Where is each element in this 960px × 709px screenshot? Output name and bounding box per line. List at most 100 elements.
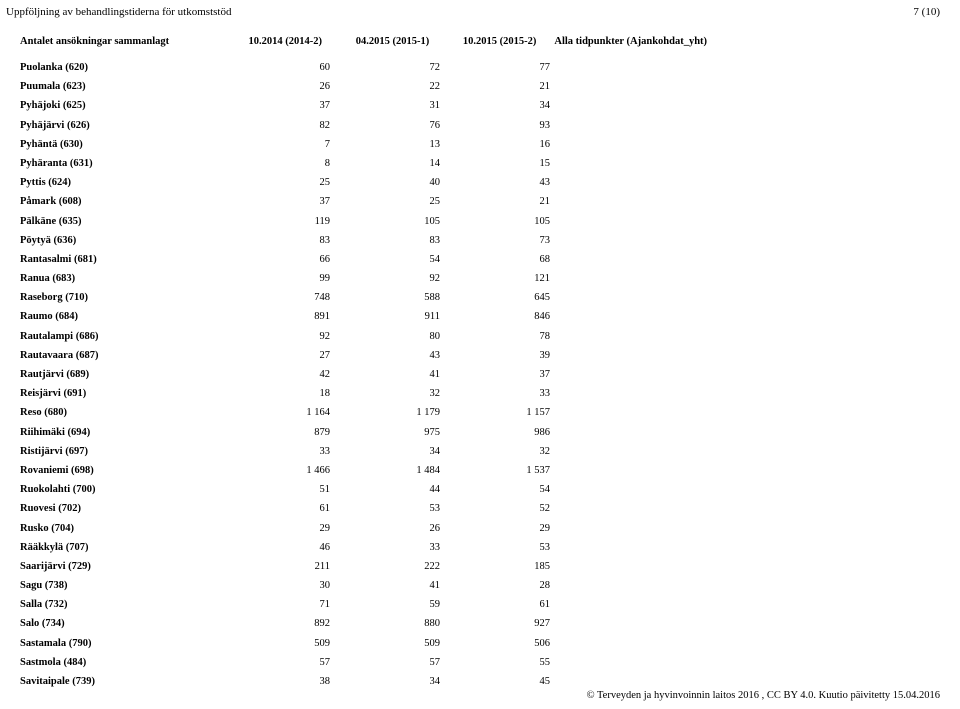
col-header-2: 04.2015 (2015-1): [322, 36, 429, 47]
table-row: Rautalampi (686)928078: [20, 331, 720, 350]
table-row: Rantasalmi (681)665468: [20, 254, 720, 273]
row-value-1: 38: [220, 676, 330, 687]
row-label: Rautavaara (687): [20, 350, 220, 361]
row-value-3: 21: [440, 81, 550, 92]
col-header-1: 10.2014 (2014-2): [215, 36, 322, 47]
row-value-3: 645: [440, 292, 550, 303]
row-value-3: 32: [440, 446, 550, 457]
row-value-3: 16: [440, 139, 550, 150]
page-number: 7 (10): [913, 6, 940, 18]
row-value-1: 27: [220, 350, 330, 361]
row-value-1: 25: [220, 177, 330, 188]
row-label: Ranua (683): [20, 273, 220, 284]
row-label: Pyhäjoki (625): [20, 100, 220, 111]
row-value-2: 59: [330, 599, 440, 610]
col-header-label: Antalet ansökningar sammanlagt: [20, 36, 215, 47]
row-value-2: 22: [330, 81, 440, 92]
row-value-2: 41: [330, 580, 440, 591]
row-value-3: 39: [440, 350, 550, 361]
row-value-1: 82: [220, 120, 330, 131]
col-header-extra: Alla tidpunkter (Ajankohdat_yht): [536, 36, 720, 47]
row-value-3: 68: [440, 254, 550, 265]
row-label: Rääkkylä (707): [20, 542, 220, 553]
row-label: Pöytyä (636): [20, 235, 220, 246]
row-value-1: 18: [220, 388, 330, 399]
row-value-1: 66: [220, 254, 330, 265]
row-value-3: 52: [440, 503, 550, 514]
table-row: Ristijärvi (697)333432: [20, 446, 720, 465]
row-value-2: 509: [330, 638, 440, 649]
table-header-row: Antalet ansökningar sammanlagt 10.2014 (…: [20, 36, 720, 62]
row-value-1: 8: [220, 158, 330, 169]
row-value-2: 57: [330, 657, 440, 668]
row-label: Rovaniemi (698): [20, 465, 220, 476]
table-row: Raumo (684)891911846: [20, 311, 720, 330]
row-label: Sagu (738): [20, 580, 220, 591]
row-value-1: 1 466: [220, 465, 330, 476]
row-label: Rantasalmi (681): [20, 254, 220, 265]
row-value-2: 72: [330, 62, 440, 73]
row-value-3: 61: [440, 599, 550, 610]
table-row: Rovaniemi (698)1 4661 4841 537: [20, 465, 720, 484]
row-label: Puolanka (620): [20, 62, 220, 73]
table-row: Pyhäntä (630)71316: [20, 139, 720, 158]
row-label: Pälkäne (635): [20, 216, 220, 227]
row-value-2: 54: [330, 254, 440, 265]
col-header-3: 10.2015 (2015-2): [429, 36, 536, 47]
table-row: Påmark (608)372521: [20, 196, 720, 215]
row-label: Sastmola (484): [20, 657, 220, 668]
row-value-1: 57: [220, 657, 330, 668]
row-value-2: 26: [330, 523, 440, 534]
row-value-2: 41: [330, 369, 440, 380]
row-value-3: 93: [440, 120, 550, 131]
row-label: Puumala (623): [20, 81, 220, 92]
table-row: Pälkäne (635)119105105: [20, 216, 720, 235]
row-label: Rautjärvi (689): [20, 369, 220, 380]
table-row: Puolanka (620)607277: [20, 62, 720, 81]
row-label: Salo (734): [20, 618, 220, 629]
row-value-3: 185: [440, 561, 550, 572]
row-value-2: 92: [330, 273, 440, 284]
row-label: Savitaipale (739): [20, 676, 220, 687]
row-value-2: 44: [330, 484, 440, 495]
table-row: Sastmola (484)575755: [20, 657, 720, 676]
row-value-2: 43: [330, 350, 440, 361]
page-footer: © Terveyden ja hyvinvoinnin laitos 2016 …: [587, 690, 940, 701]
table-row: Rääkkylä (707)463353: [20, 542, 720, 561]
table-row: Pyttis (624)254043: [20, 177, 720, 196]
row-label: Pyhäjärvi (626): [20, 120, 220, 131]
table-row: Salo (734)892880927: [20, 618, 720, 637]
row-value-2: 53: [330, 503, 440, 514]
row-label: Saarijärvi (729): [20, 561, 220, 572]
table-row: Sastamala (790)509509506: [20, 638, 720, 657]
row-value-1: 83: [220, 235, 330, 246]
row-value-1: 211: [220, 561, 330, 572]
row-label: Ruokolahti (700): [20, 484, 220, 495]
row-value-3: 846: [440, 311, 550, 322]
data-table: Antalet ansökningar sammanlagt 10.2014 (…: [20, 36, 720, 695]
row-value-2: 880: [330, 618, 440, 629]
table-row: Ruovesi (702)615352: [20, 503, 720, 522]
row-value-1: 61: [220, 503, 330, 514]
row-value-3: 1 157: [440, 407, 550, 418]
row-value-3: 55: [440, 657, 550, 668]
row-value-3: 53: [440, 542, 550, 553]
row-value-3: 43: [440, 177, 550, 188]
row-value-1: 42: [220, 369, 330, 380]
row-value-2: 1 179: [330, 407, 440, 418]
row-value-3: 29: [440, 523, 550, 534]
row-value-1: 892: [220, 618, 330, 629]
table-row: Reisjärvi (691)183233: [20, 388, 720, 407]
row-value-2: 80: [330, 331, 440, 342]
row-value-1: 29: [220, 523, 330, 534]
row-value-3: 121: [440, 273, 550, 284]
row-value-2: 25: [330, 196, 440, 207]
row-label: Ristijärvi (697): [20, 446, 220, 457]
table-row: Pöytyä (636)838373: [20, 235, 720, 254]
table-body: Puolanka (620)607277Puumala (623) 26 2221 P…: [20, 62, 720, 695]
table-row: Pyhäjoki (625)373134: [20, 100, 720, 119]
row-value-1: 1 164: [220, 407, 330, 418]
row-label: Salla (732): [20, 599, 220, 610]
row-value-1: 92: [220, 331, 330, 342]
row-value-3: 986: [440, 427, 550, 438]
